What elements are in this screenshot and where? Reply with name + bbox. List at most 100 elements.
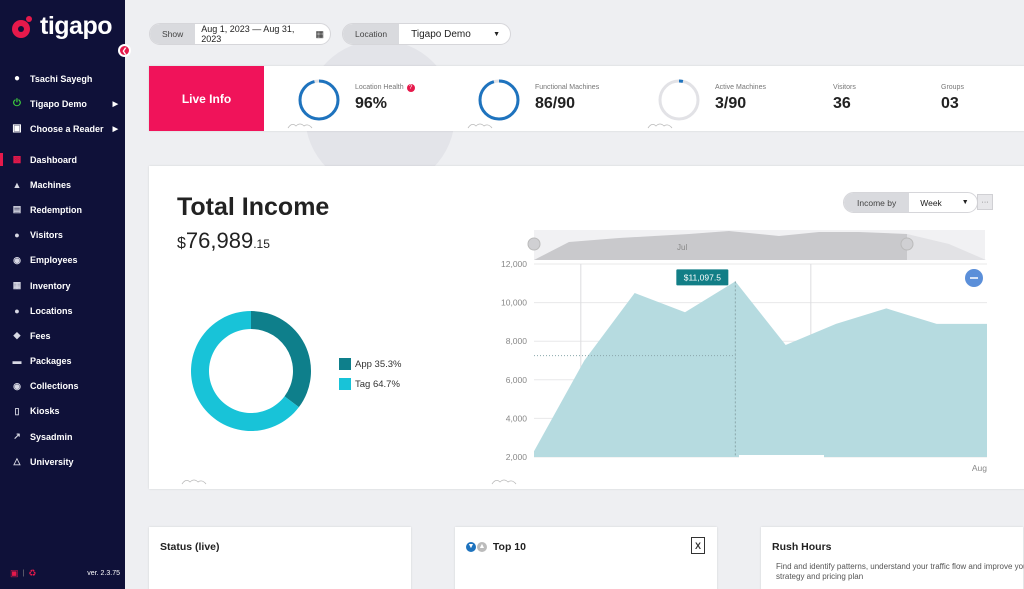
grid-icon: ▦ <box>12 280 22 291</box>
live-info-title: Live Info <box>149 66 264 131</box>
date-range-value[interactable]: Aug 1, 2023 — Aug 31, 2023 ▦ <box>195 24 330 44</box>
rush-hours-description: Find and identify patterns, understand y… <box>776 562 1024 581</box>
date-range-text: Aug 1, 2023 — Aug 31, 2023 <box>201 24 295 44</box>
expand-icon[interactable]: ▼ <box>466 542 476 553</box>
tooltip-value: $11,097.5 <box>684 272 721 282</box>
user-name: Tsachi Sayegh <box>30 73 93 84</box>
sidebar-item-packages[interactable]: ▬ Packages <box>0 349 125 374</box>
live-info-card: Live Info Location Health? 96% Functiona… <box>149 66 1024 131</box>
sidebar-item-fees[interactable]: ◆ Fees <box>0 323 125 348</box>
chevron-right-icon: ▶ <box>112 125 118 133</box>
power-icon: ⏻ <box>13 98 21 109</box>
help-icon[interactable]: ? <box>406 84 415 92</box>
sidebar-item-locations[interactable]: ● Locations <box>0 298 125 323</box>
sidebar-item-sysadmin[interactable]: ↗ Sysadmin <box>0 424 125 449</box>
active-machines-ring <box>658 79 700 121</box>
joystick-icon: ▲ <box>12 179 22 190</box>
donut-slice-1[interactable] <box>191 311 299 431</box>
collapse-icon[interactable]: ▲ <box>477 542 487 553</box>
income-title: Total Income <box>177 193 330 221</box>
functional-machines-value: 86/90 <box>535 95 576 112</box>
kiosk-icon: ▯ <box>14 405 20 416</box>
collapse-sidebar-button[interactable]: ❮ <box>118 44 131 57</box>
sidebar-item-label: Redemption <box>30 204 83 215</box>
location-row[interactable]: ⏻ Tigapo Demo ▶ <box>0 91 125 116</box>
document-icon[interactable]: ▣ <box>10 568 19 578</box>
reader-row[interactable]: ▣ Choose a Reader ▶ <box>0 116 125 141</box>
gift-icon: ▤ <box>12 204 22 215</box>
navigator-handle-left[interactable] <box>527 237 541 251</box>
data-point[interactable] <box>683 310 687 314</box>
sidebar-item-kiosks[interactable]: ▯ Kiosks <box>0 399 125 424</box>
groups-label: Groups <box>941 84 964 91</box>
y-tick-label: 2,000 <box>506 452 528 462</box>
y-tick-label: 4,000 <box>506 413 528 423</box>
person-badge-icon: ◉ <box>13 254 21 265</box>
sidebar-item-dashboard[interactable]: ▩ Dashboard <box>0 147 125 172</box>
location-select-value: Tigapo Demo <box>411 28 471 40</box>
groups-value: 03 <box>941 95 959 112</box>
location-filter[interactable]: Location Tigapo Demo ▼ <box>342 23 511 45</box>
sidebar-item-machines[interactable]: ▲ Machines <box>0 172 125 197</box>
income-donut-chart <box>191 311 311 431</box>
location-label: Location <box>343 24 400 44</box>
y-tick-label: 12,000 <box>501 259 527 269</box>
logo[interactable]: tigapo <box>12 12 113 41</box>
sidebar-item-redemption[interactable]: ▤ Redemption <box>0 197 125 222</box>
y-tick-label: 10,000 <box>501 298 527 308</box>
user-row[interactable]: ● Tsachi Sayegh <box>0 66 125 91</box>
active-machines-value: 3/90 <box>715 95 747 112</box>
external-edit-icon: ↗ <box>13 431 21 442</box>
location-select[interactable]: Tigapo Demo ▼ <box>399 29 510 40</box>
legend-item-app[interactable]: App 35.3% <box>339 354 401 374</box>
data-point[interactable] <box>834 322 838 326</box>
status-card-title: Status (live) <box>160 541 220 553</box>
sidebar-item-university[interactable]: △ University <box>0 449 125 474</box>
legend-swatch <box>339 358 351 370</box>
income-currency: $ <box>177 235 186 252</box>
donut-legend: App 35.3% Tag 64.7% <box>339 354 401 394</box>
sidebar-item-inventory[interactable]: ▦ Inventory <box>0 273 125 298</box>
legend-item-tag[interactable]: Tag 64.7% <box>339 374 401 394</box>
data-point[interactable] <box>582 359 586 363</box>
show-label: Show <box>150 24 196 44</box>
location-pin-icon: ● <box>14 305 20 316</box>
status-card: Status (live) <box>149 527 411 589</box>
tooltip-box <box>676 269 729 286</box>
data-point[interactable] <box>633 291 637 295</box>
sidebar-item-label: University <box>30 456 74 467</box>
logo-icon <box>12 15 34 38</box>
donut-slice-0[interactable] <box>251 311 311 408</box>
more-options-button[interactable]: ··· <box>977 194 993 210</box>
location-health-value: 96% <box>355 95 388 112</box>
income-by-select[interactable]: Income by Week ▼ <box>843 192 978 213</box>
active-machines-label: Active Machines <box>715 84 766 91</box>
logo-text: tigapo <box>40 12 113 40</box>
sidebar-item-label: Packages <box>30 356 72 367</box>
reader-icon: ▣ <box>12 123 22 134</box>
sidebar-item-label: Visitors <box>30 230 63 241</box>
data-point[interactable] <box>935 322 939 326</box>
recycle-icon[interactable]: ♻ <box>28 568 37 578</box>
caret-down-icon: ▼ <box>961 199 969 206</box>
sidebar-item-employees[interactable]: ◉ Employees <box>0 248 125 273</box>
sidebar: tigapo ● Tsachi Sayegh ⏻ Tigapo Demo ▶ ▣… <box>0 0 125 589</box>
sidebar-item-visitors[interactable]: ● Visitors <box>0 223 125 248</box>
navigator-handle-right[interactable] <box>900 237 914 251</box>
rush-hours-card: Rush Hours Find and identify patterns, u… <box>761 527 1024 589</box>
data-point[interactable] <box>532 449 536 453</box>
x-axis-end-label: Aug <box>972 463 987 473</box>
graduation-icon: △ <box>13 456 21 467</box>
date-filter[interactable]: Show Aug 1, 2023 — Aug 31, 2023 ▦ <box>149 23 331 45</box>
sidebar-item-collections[interactable]: ◉ Collections <box>0 374 125 399</box>
location-name: Tigapo Demo <box>30 98 87 109</box>
excel-export-icon[interactable]: X <box>691 537 705 554</box>
income-by-value[interactable]: Week ▼ <box>909 198 977 208</box>
data-point[interactable] <box>884 306 888 310</box>
location-health-label: Location Health? <box>355 84 415 92</box>
version-label: ver. 2.3.75 <box>87 570 120 577</box>
data-point[interactable] <box>985 322 989 326</box>
chevron-right-icon: ▶ <box>112 100 118 108</box>
wave-icon <box>491 479 517 485</box>
data-point[interactable] <box>784 343 788 347</box>
